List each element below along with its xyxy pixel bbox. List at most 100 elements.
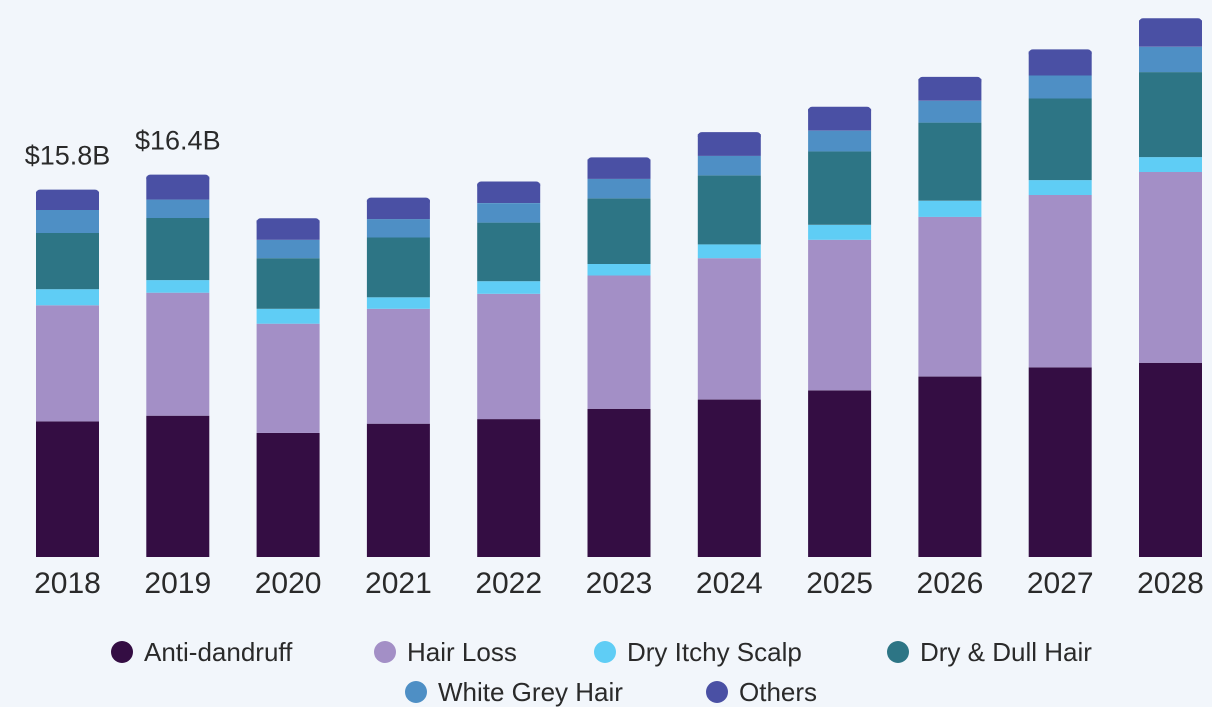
bar-hair-loss-2028 xyxy=(1139,172,1202,363)
x-tick-label-2025: 2025 xyxy=(806,567,873,600)
legend-item-hair-loss: Hair Loss xyxy=(374,637,517,667)
bar-hair-loss-2021 xyxy=(366,308,430,424)
bar-anti-dandruff-2020 xyxy=(256,432,320,557)
bar-dry-and-dull-hair-2028 xyxy=(1139,72,1202,158)
total-annotations: $15.8B $16.4B xyxy=(25,126,221,171)
bar-dry-itchy-scalp-2024 xyxy=(697,244,761,259)
bar-dry-itchy-scalp-2023 xyxy=(587,264,651,276)
bar-white-grey-hair-2024 xyxy=(697,155,761,176)
bar-dry-itchy-scalp-2021 xyxy=(366,297,430,309)
bar-white-grey-hair-2026 xyxy=(918,100,982,123)
bar-white-grey-hair-2023 xyxy=(587,178,651,199)
bar-anti-dandruff-2024 xyxy=(697,399,761,557)
bar-cap-2019 xyxy=(146,174,210,183)
bar-hair-loss-2025 xyxy=(808,239,872,391)
bar-dry-itchy-scalp-2025 xyxy=(808,224,872,240)
legend-item-white-grey-hair: White Grey Hair xyxy=(405,677,623,707)
bar-dry-itchy-scalp-2018 xyxy=(36,289,99,306)
bar-dry-itchy-scalp-2027 xyxy=(1028,180,1092,195)
x-axis-tick-labels: 2018 2019 2020 2021 2022 2023 2024 2025 2026 2027… xyxy=(34,567,1204,600)
legend-marker-dry-and-dull-hair xyxy=(887,641,909,663)
bar-dry-itchy-scalp-2026 xyxy=(918,200,982,217)
bar-dry-and-dull-hair-2021 xyxy=(366,237,430,298)
bar-cap-2028 xyxy=(1139,18,1202,27)
bar-anti-dandruff-2027 xyxy=(1028,367,1092,557)
bar-cap-2024 xyxy=(697,132,761,141)
bar-cap-2023 xyxy=(587,157,651,166)
bar-dry-and-dull-hair-2023 xyxy=(587,198,651,264)
x-tick-label-2026: 2026 xyxy=(917,567,984,600)
bar-white-grey-hair-2022 xyxy=(477,203,541,223)
x-tick-label-2019: 2019 xyxy=(144,567,211,600)
legend-marker-anti-dandruff xyxy=(111,641,133,663)
x-tick-label-2027: 2027 xyxy=(1027,567,1094,600)
x-tick-label-2018: 2018 xyxy=(34,567,101,600)
bar-anti-dandruff-2021 xyxy=(366,423,430,557)
bars-group xyxy=(36,18,1202,557)
bar-hair-loss-2023 xyxy=(587,275,651,409)
bar-cap-2022 xyxy=(477,181,541,190)
bar-anti-dandruff-2025 xyxy=(808,390,872,557)
bar-hair-loss-2027 xyxy=(1028,195,1092,368)
bar-hair-loss-2020 xyxy=(256,323,320,433)
bar-white-grey-hair-2025 xyxy=(808,130,872,152)
bar-white-grey-hair-2028 xyxy=(1139,46,1202,73)
bar-anti-dandruff-2023 xyxy=(587,408,651,557)
legend-label-white-grey-hair: White Grey Hair xyxy=(438,677,623,707)
bar-anti-dandruff-2028 xyxy=(1139,362,1202,557)
bar-anti-dandruff-2022 xyxy=(477,419,541,557)
legend-item-anti-dandruff: Anti-dandruff xyxy=(111,637,293,667)
bar-dry-and-dull-hair-2019 xyxy=(146,218,210,281)
legend: Anti-dandruff Hair Loss Dry Itchy Scalp Dry… xyxy=(111,637,1092,707)
legend-label-others: Others xyxy=(739,677,817,707)
bar-dry-and-dull-hair-2018 xyxy=(36,232,99,290)
bar-dry-and-dull-hair-2024 xyxy=(697,175,761,245)
bar-cap-2026 xyxy=(918,76,982,85)
x-tick-label-2028: 2028 xyxy=(1137,567,1204,600)
bar-white-grey-hair-2019 xyxy=(146,199,210,218)
bar-cap-2021 xyxy=(366,197,430,206)
legend-label-anti-dandruff: Anti-dandruff xyxy=(144,637,293,667)
bar-white-grey-hair-2021 xyxy=(366,219,430,238)
total-label-2018: $15.8B xyxy=(25,141,111,171)
legend-label-dry-and-dull-hair: Dry & Dull Hair xyxy=(920,637,1092,667)
bar-hair-loss-2024 xyxy=(697,258,761,400)
bar-dry-and-dull-hair-2022 xyxy=(477,222,541,282)
legend-item-dry-itchy-scalp: Dry Itchy Scalp xyxy=(594,637,802,667)
bar-anti-dandruff-2019 xyxy=(146,415,210,557)
legend-label-dry-itchy-scalp: Dry Itchy Scalp xyxy=(627,637,802,667)
x-tick-label-2021: 2021 xyxy=(365,567,432,600)
legend-marker-hair-loss xyxy=(374,641,396,663)
bar-dry-itchy-scalp-2019 xyxy=(146,280,210,293)
bar-dry-itchy-scalp-2028 xyxy=(1139,157,1202,172)
x-tick-label-2020: 2020 xyxy=(255,567,322,600)
bar-hair-loss-2019 xyxy=(146,292,210,416)
total-label-2019: $16.4B xyxy=(135,126,221,156)
bar-cap-2018 xyxy=(36,189,99,198)
bar-cap-2020 xyxy=(256,218,320,227)
x-tick-label-2023: 2023 xyxy=(586,567,653,600)
bar-hair-loss-2026 xyxy=(918,216,982,377)
bar-hair-loss-2022 xyxy=(477,293,541,420)
legend-label-hair-loss: Hair Loss xyxy=(407,637,517,667)
legend-marker-others xyxy=(706,681,728,703)
bar-dry-and-dull-hair-2027 xyxy=(1028,98,1092,181)
bar-hair-loss-2018 xyxy=(36,305,99,422)
bar-anti-dandruff-2018 xyxy=(36,421,99,557)
legend-item-others: Others xyxy=(706,677,817,707)
bar-dry-itchy-scalp-2022 xyxy=(477,281,541,294)
bar-dry-and-dull-hair-2026 xyxy=(918,122,982,201)
bar-white-grey-hair-2027 xyxy=(1028,75,1092,99)
x-tick-label-2022: 2022 xyxy=(475,567,542,600)
bar-white-grey-hair-2018 xyxy=(36,210,99,233)
bar-dry-and-dull-hair-2025 xyxy=(808,151,872,225)
bar-cap-2025 xyxy=(808,106,872,115)
bar-dry-and-dull-hair-2020 xyxy=(256,258,320,309)
legend-marker-white-grey-hair xyxy=(405,681,427,703)
bar-dry-itchy-scalp-2020 xyxy=(256,308,320,324)
x-tick-label-2024: 2024 xyxy=(696,567,763,600)
bar-anti-dandruff-2026 xyxy=(918,376,982,557)
legend-marker-dry-itchy-scalp xyxy=(594,641,616,663)
